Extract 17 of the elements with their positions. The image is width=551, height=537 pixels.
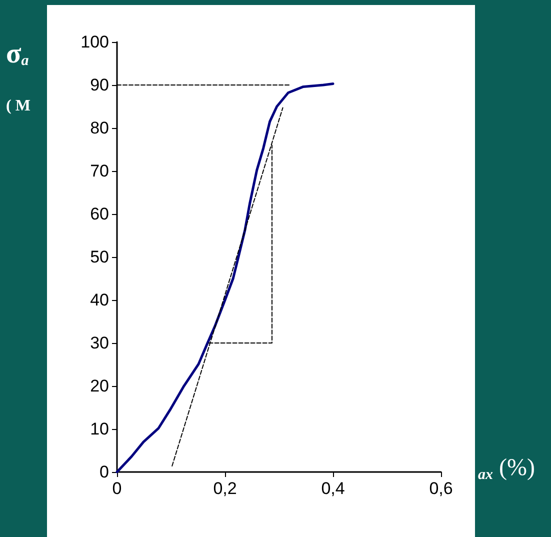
x-axis-title: ax (%) [478, 455, 535, 483]
x-tick-label: 0 [112, 479, 122, 498]
y-tick-label: 80 [90, 118, 109, 138]
y-tick-label: 0 [100, 462, 109, 482]
text: σa ( M [6, 38, 30, 114]
x-tick-label: 0,6 [429, 479, 453, 498]
y-tick-label: 40 [90, 290, 109, 310]
y-tick-label: 70 [90, 162, 109, 180]
y-tick-label: 30 [90, 334, 109, 352]
y-tick-label: 20 [90, 376, 109, 396]
y-tick-label: 10 [90, 420, 109, 438]
x-tick-label: 0,2 [213, 479, 237, 498]
x-tick-label: 0,4 [321, 479, 345, 498]
y-tick-label: 60 [90, 204, 109, 224]
y-tick-label: 50 [90, 248, 109, 266]
y-tick-label: 100 [80, 32, 109, 52]
y-tick-label: 90 [90, 76, 109, 94]
